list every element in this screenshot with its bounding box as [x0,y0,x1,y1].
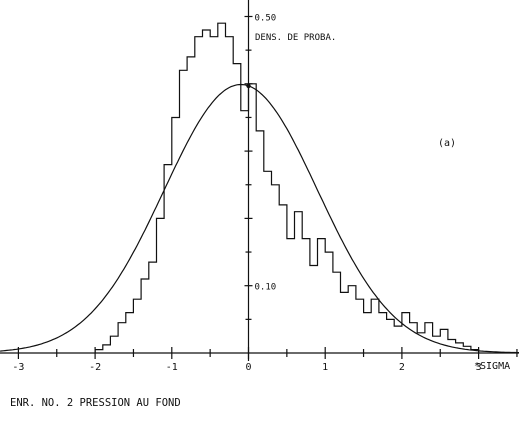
y-tick-label: 0.50 [255,14,277,24]
y-tick-label: 0.10 [255,283,277,293]
caption: ENR. NO. 2 PRESSION AU FOND [10,397,181,409]
x-tick-label: -3 [12,362,24,373]
normal-curve-group [0,83,519,354]
panel-label: (a) [438,138,456,149]
x-tick-label: -1 [166,362,178,373]
x-tick-label: 0 [245,362,251,373]
y-tick-labels: 0.10 0.50 [255,14,277,293]
histogram-outline [94,22,480,353]
x-tick-labels: -3 -2 -1 0 1 2 3 [12,362,481,373]
x-tick-label: 1 [322,362,328,373]
curve-peak-dot [246,83,251,89]
x-axis-label: *SIGMA [474,361,510,372]
histogram [94,22,480,353]
x-tick-label: 3 [476,362,482,373]
x-tick-label: 2 [399,362,405,373]
y-axis-label: DENS. DE PROBA. [255,33,336,43]
x-tick-label: -2 [89,362,101,373]
normal-curve [0,83,519,354]
axes [0,0,519,361]
